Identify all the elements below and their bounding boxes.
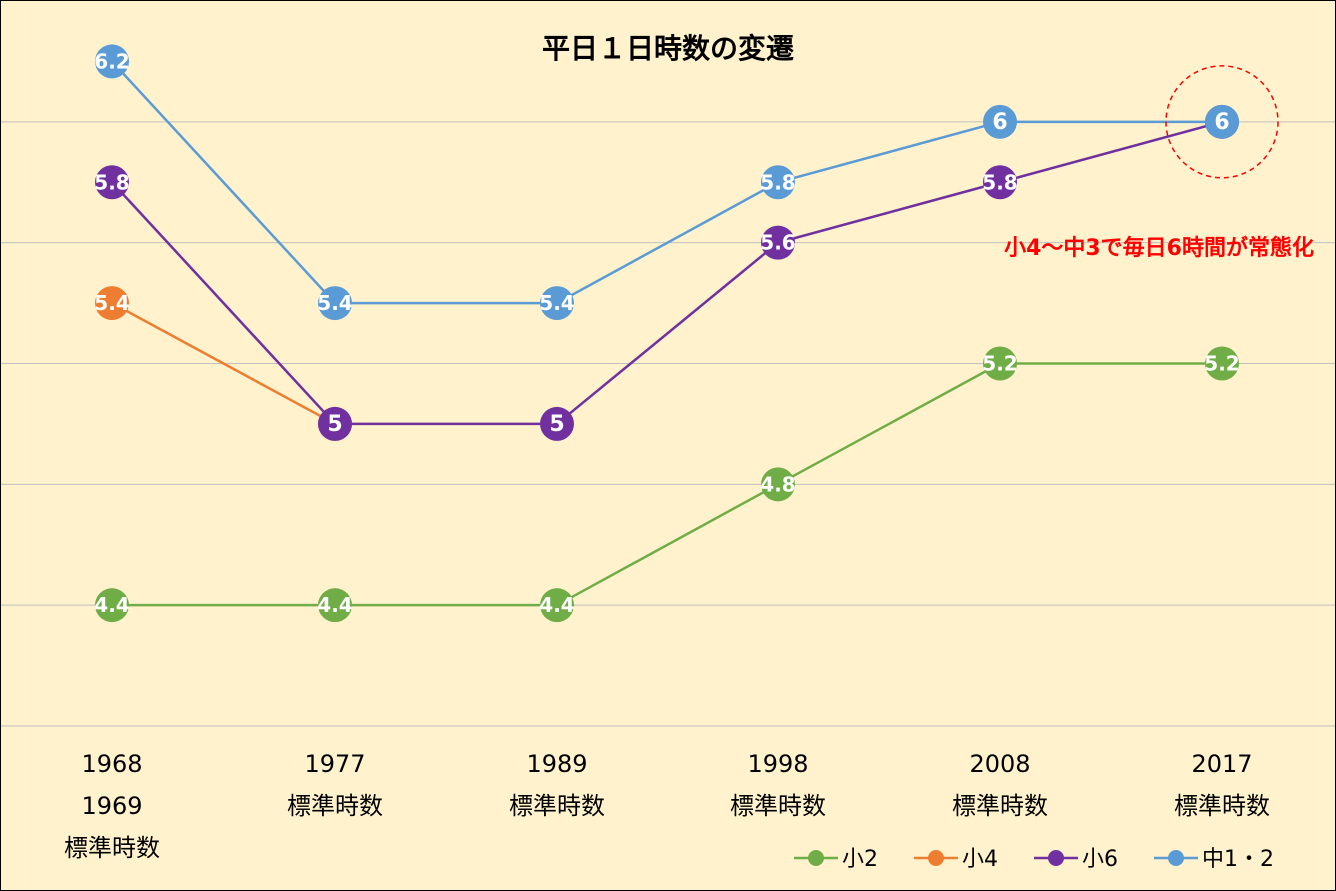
series-line bbox=[111, 60, 1222, 305]
x-tick-label: 2008 bbox=[969, 750, 1030, 778]
data-point bbox=[95, 588, 129, 623]
x-tick-label: 標準時数 bbox=[1174, 792, 1270, 820]
data-label: 5 bbox=[549, 412, 564, 437]
data-label: 5.8 bbox=[760, 170, 795, 194]
data-point bbox=[95, 286, 129, 321]
legend-marker bbox=[1168, 850, 1184, 866]
x-tick-label: 1977 bbox=[304, 750, 365, 778]
data-label: 6 bbox=[1214, 110, 1229, 135]
legend-label: 小4 bbox=[962, 847, 998, 872]
x-tick-label: 2017 bbox=[1191, 750, 1252, 778]
series-line bbox=[111, 301, 336, 426]
x-tick-label: 標準時数 bbox=[64, 834, 160, 862]
annotation-text: 小4～中3で毎日6時間が常態化 bbox=[1004, 235, 1314, 261]
chart-title: 平日１日時数の変遷 bbox=[542, 32, 794, 65]
x-tick-label: 標準時数 bbox=[730, 792, 826, 820]
data-label: 5.6 bbox=[760, 231, 795, 255]
data-point bbox=[318, 588, 352, 623]
data-label: 4.4 bbox=[317, 593, 352, 617]
data-label: 4.4 bbox=[94, 593, 129, 617]
data-point bbox=[540, 406, 574, 441]
data-label: 6 bbox=[992, 110, 1007, 135]
data-label: 5.4 bbox=[94, 291, 129, 315]
data-point bbox=[95, 165, 129, 200]
data-point bbox=[983, 104, 1017, 139]
data-point bbox=[761, 467, 795, 502]
data-label: 4.4 bbox=[539, 593, 574, 617]
legend-marker bbox=[928, 850, 944, 866]
legend-label: 小2 bbox=[842, 847, 878, 872]
x-tick-label: 標準時数 bbox=[287, 792, 383, 820]
data-label: 5.8 bbox=[94, 170, 129, 194]
data-label: 5.2 bbox=[1204, 352, 1239, 376]
data-point bbox=[1205, 346, 1239, 381]
data-label: 5.8 bbox=[982, 170, 1017, 194]
data-label: 5.4 bbox=[539, 291, 574, 315]
data-point bbox=[318, 406, 352, 441]
data-point bbox=[983, 346, 1017, 381]
x-tick-label: 1989 bbox=[526, 750, 587, 778]
x-tick-label: 標準時数 bbox=[952, 792, 1048, 820]
data-point bbox=[983, 165, 1017, 200]
legend-label: 中1・2 bbox=[1202, 847, 1274, 872]
x-tick-label: 1969 bbox=[81, 792, 142, 820]
data-point bbox=[540, 588, 574, 623]
data-point bbox=[1205, 104, 1239, 139]
series-line bbox=[111, 120, 1223, 426]
data-label: 5.4 bbox=[317, 291, 352, 315]
data-point bbox=[761, 165, 795, 200]
data-label: 5 bbox=[327, 412, 342, 437]
x-tick-label: 1968 bbox=[81, 750, 142, 778]
x-tick-label: 1998 bbox=[747, 750, 808, 778]
data-point bbox=[95, 44, 129, 79]
data-point bbox=[540, 286, 574, 321]
annotation-circle bbox=[1165, 65, 1279, 179]
data-point bbox=[761, 225, 795, 260]
data-label: 4.8 bbox=[760, 472, 795, 496]
legend-marker bbox=[1048, 850, 1064, 866]
data-point bbox=[318, 286, 352, 321]
data-label: 6.2 bbox=[94, 49, 129, 73]
series-line bbox=[112, 362, 1222, 607]
x-tick-label: 標準時数 bbox=[509, 792, 605, 820]
data-label: 5.2 bbox=[982, 352, 1017, 376]
legend-label: 小6 bbox=[1082, 847, 1118, 872]
legend-marker bbox=[808, 850, 824, 866]
